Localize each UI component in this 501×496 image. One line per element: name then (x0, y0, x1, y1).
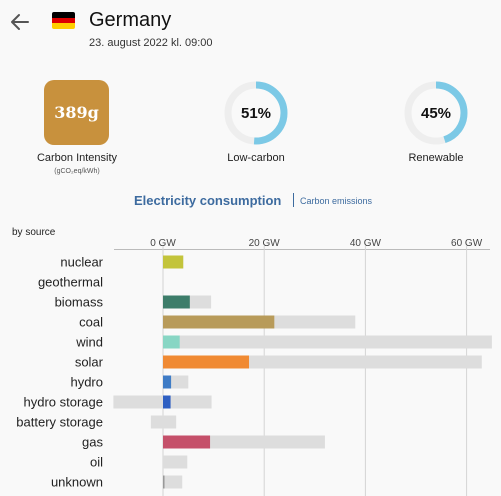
capacity-bar-oil[interactable] (163, 455, 188, 469)
germany-flag-icon (52, 12, 75, 29)
carbon-intensity-badge: 389g (44, 80, 109, 145)
zone-datetime: 23. august 2022 kl. 09:00 (89, 37, 213, 49)
low-carbon-value: 51% (240, 104, 272, 122)
tab-divider (293, 193, 294, 207)
capacity-bar-battery-storage[interactable] (150, 415, 177, 429)
x-tick-label: 60 GW (451, 238, 483, 249)
production-bar-biomass[interactable] (163, 295, 190, 309)
capacity-bar-wind[interactable] (163, 335, 492, 349)
x-tick-label: 40 GW (350, 238, 382, 249)
production-bar-wind[interactable] (163, 335, 180, 349)
source-label-hydro: hydro (70, 375, 103, 390)
source-label-wind: wind (75, 335, 103, 350)
renewable-ring-fill (404, 81, 468, 145)
production-bar-nuclear[interactable] (163, 255, 184, 269)
source-label-solar: solar (75, 355, 104, 370)
production-bar-coal[interactable] (163, 315, 275, 329)
source-label-hydro-storage: hydro storage (24, 395, 104, 410)
low-carbon-ring-fill (224, 81, 288, 145)
renewable-value: 45% (420, 104, 452, 122)
low-carbon-donut: 51% (223, 80, 289, 151)
source-label-coal: coal (79, 315, 103, 330)
source-label-oil: oil (90, 455, 103, 470)
by-source-label: by source (12, 227, 56, 238)
zone-title: Germany (89, 9, 172, 31)
source-label-biomass: biomass (55, 295, 104, 310)
x-tick-label: 20 GW (249, 238, 281, 249)
source-label-battery-storage: battery storage (16, 415, 103, 430)
carbon-intensity-unit: (gCO₂eq/kWh) (54, 168, 100, 175)
source-label-nuclear: nuclear (60, 255, 103, 270)
back-arrow-icon[interactable] (8, 10, 32, 34)
tab-electricity-consumption[interactable]: Electricity consumption (134, 193, 282, 208)
production-bar-hydro[interactable] (163, 375, 172, 389)
low-carbon-label: Low-carbon (227, 152, 285, 164)
production-bar-solar[interactable] (163, 355, 250, 369)
carbon-intensity-value: 389g (54, 103, 99, 122)
source-label-unknown: unknown (51, 475, 103, 490)
capacity-bar-hydro-storage[interactable] (113, 395, 212, 409)
x-tick-label: 0 GW (150, 238, 176, 249)
production-bar-hydro-storage[interactable] (163, 395, 171, 409)
production-bar-unknown[interactable] (163, 475, 165, 489)
capacity-bar-unknown[interactable] (163, 475, 183, 489)
tab-carbon-emissions[interactable]: Carbon emissions (300, 196, 373, 206)
carbon-intensity-label: Carbon Intensity (36, 152, 118, 164)
production-bar-gas[interactable] (163, 435, 211, 449)
renewable-donut: 45% (403, 80, 469, 151)
source-label-gas: gas (82, 435, 103, 450)
source-label-geothermal: geothermal (38, 275, 103, 290)
renewable-label: Renewable (408, 152, 464, 164)
